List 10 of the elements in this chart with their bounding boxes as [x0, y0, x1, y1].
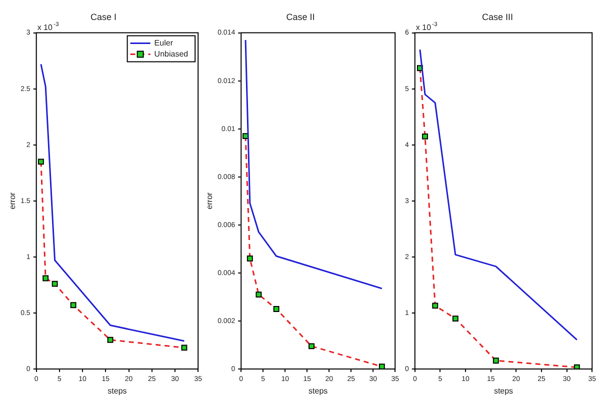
legend-label: Euler — [154, 38, 174, 48]
x-axis-title: steps — [494, 386, 514, 396]
x-axis-title: steps — [308, 386, 328, 396]
chart-title: Case I — [90, 12, 117, 22]
legend-label: Unbiased — [154, 50, 188, 59]
x-axis-title: steps — [108, 386, 127, 396]
chart-title: Case III — [482, 12, 514, 22]
y-axis-title: error — [205, 192, 214, 210]
chart-title: Case II — [286, 12, 315, 22]
y-axis-title: error — [8, 192, 18, 210]
